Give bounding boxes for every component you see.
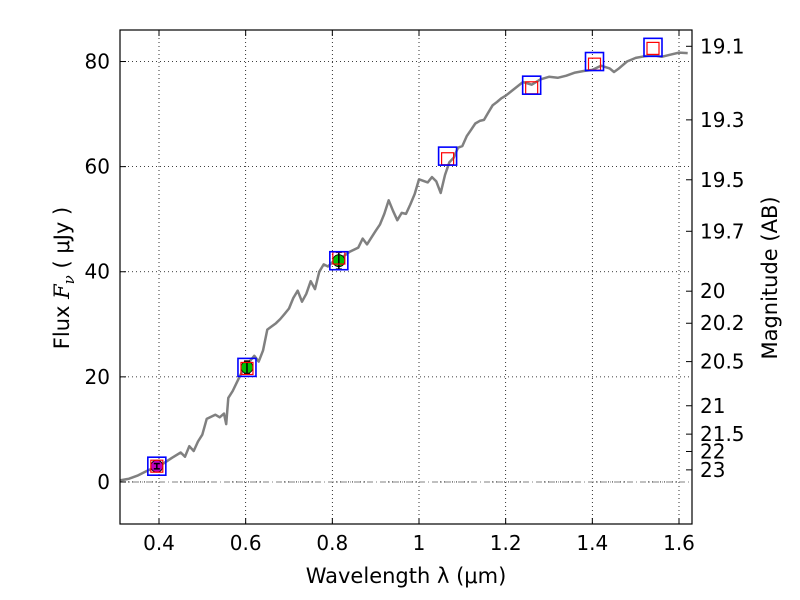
magnitude-tick-label: 22 [700, 439, 725, 463]
synthetic-square-marker [521, 75, 542, 95]
magnitude-tick-label: 20.2 [700, 311, 745, 335]
synthetic-square-marker [329, 250, 349, 271]
magnitude-tick-label: 19.5 [700, 168, 745, 192]
model-square-marker [150, 459, 164, 473]
x-tick-label: 0.4 [143, 531, 175, 555]
plot-frame [119, 29, 693, 525]
spectrum-line [119, 51, 688, 482]
y-tick-label: 40 [85, 260, 110, 284]
model-square-marker [646, 41, 660, 55]
magnitude-tick-label: 23 [700, 458, 725, 482]
synthetic-square-marker [147, 456, 167, 476]
x-tick-label: 1 [413, 531, 426, 555]
x-tick-label: 0.8 [316, 531, 348, 555]
magnitude-tick-label: 21 [700, 394, 725, 418]
magnitude-tick-label: 21.5 [700, 422, 745, 446]
magnitude-tick-label: 19.3 [700, 108, 745, 132]
photometry-markers [147, 37, 663, 476]
x-tick-label: 1.2 [490, 531, 522, 555]
synthetic-square-marker [237, 357, 257, 378]
synthetic-square-marker [584, 51, 605, 72]
model-square-marker [240, 361, 254, 376]
x-tick-label: 0.6 [230, 531, 262, 555]
x-tick-label: 1.6 [663, 531, 695, 555]
synthetic-square-marker [437, 146, 458, 166]
grid-lines [120, 30, 692, 524]
y-tick-label: 80 [85, 50, 110, 74]
magnitude-tick-label: 20.5 [700, 350, 745, 374]
magnitude-tick-label: 19.1 [700, 34, 745, 58]
y-axis-label: Flux Fν ( μJy ) [50, 207, 78, 349]
x-axis-label: Wavelength λ (μm) [306, 564, 507, 588]
magnitude-tick-label: 19.7 [700, 219, 745, 243]
y-tick-label: 20 [85, 365, 110, 389]
y-tick-label: 60 [85, 155, 110, 179]
spectrum-series [119, 51, 688, 482]
magnitude-axis-label: Magnitude (AB) [758, 196, 782, 359]
synthetic-square-marker [643, 37, 663, 58]
axis-ticks: 0.4 0.6 0.8 1 1.2 1.4 1.6 0 20 40 60 80 19.1 19.3 19.5… [85, 30, 745, 555]
magnitude-tick-label: 20 [700, 279, 725, 303]
x-tick-label: 1.4 [576, 531, 608, 555]
y-tick-label: 0 [97, 470, 110, 494]
